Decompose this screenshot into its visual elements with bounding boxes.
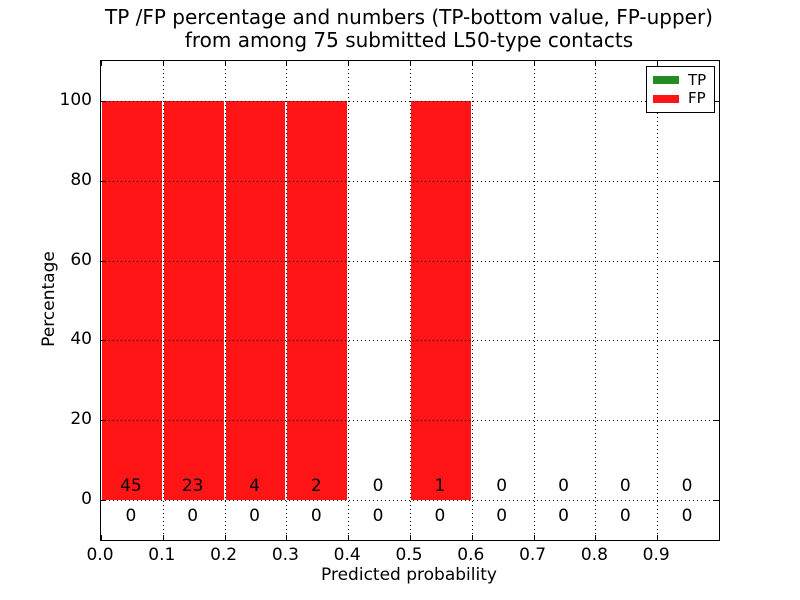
tp-count-label: 0 [496,506,508,527]
chart-title: TP /FP percentage and numbers (TP-bottom… [100,6,718,52]
legend-label-tp: TP [688,70,707,89]
x-gridline [657,61,659,540]
fp-bar [225,100,286,501]
x-tick-mark [410,535,411,540]
fp-count-label: 0 [372,476,384,497]
x-tick-mark [286,535,288,540]
y-tick-mark-right [714,180,719,182]
y-tick-mark [101,180,106,182]
x-tick-mark [657,535,659,540]
legend-label-fp: FP [688,89,706,108]
tp-count-label: 0 [372,506,384,527]
x-tick-mark [533,535,535,540]
x-tick-mark-top [286,61,288,66]
y-tick-label: 40 [70,329,92,350]
tp-count-label: 0 [434,506,446,527]
chart-title-line2: from among 75 submitted L50-type contact… [184,28,634,52]
fp-count-label: 2 [310,476,322,497]
x-axis-label: Predicted probability [321,565,497,585]
fp-count-label: 0 [558,476,569,497]
y-tick-mark-right [714,260,719,262]
tp-count-label: 0 [558,506,569,527]
tp-swatch-icon [653,76,679,85]
x-gridline [533,61,535,540]
x-gridline [162,61,164,540]
x-tick-mark [224,535,226,540]
tp-count-label: 0 [310,506,322,527]
x-tick-mark [471,535,473,540]
fp-count-label: 0 [496,476,508,497]
x-tick-label: 0.7 [519,545,547,565]
x-tick-label: 0.1 [148,545,176,565]
y-tick-label: 60 [70,249,92,270]
fp-count-label: 1 [434,476,446,497]
y-tick-mark [101,100,106,102]
y-tick-mark-right [714,100,719,102]
x-tick-mark [348,535,350,540]
y-tick-label: 0 [81,489,92,510]
tp-count-label: 0 [125,506,137,527]
x-tick-mark-top [101,61,102,66]
x-tick-label: 0.6 [457,545,485,565]
x-tick-mark-top [224,61,226,66]
x-tick-mark-top [533,61,535,66]
x-tick-mark-top [348,61,350,66]
y-tick-mark-right [714,500,719,502]
legend-item-tp: TP [653,70,708,89]
x-tick-label: 0.2 [210,545,238,565]
legend: TP FP [646,66,715,113]
fp-count-label: 45 [120,476,142,497]
x-gridline [348,61,350,540]
y-tick-label: 80 [70,169,92,190]
x-gridline [286,61,288,540]
y-tick-mark [101,500,106,502]
fp-count-label: 0 [619,476,631,497]
tp-count-label: 0 [249,506,260,527]
x-tick-label: 0.8 [580,545,608,565]
y-tick-label: 100 [59,89,92,110]
fp-bar [163,100,224,501]
legend-item-fp: FP [653,91,708,106]
x-tick-label: 0.0 [86,545,114,565]
fp-swatch-icon [653,94,679,103]
x-tick-label: 0.3 [271,545,299,565]
x-tick-mark-top [657,61,659,66]
x-tick-mark [101,535,102,540]
x-tick-mark-top [410,61,411,66]
tp-count-label: 0 [681,506,693,527]
y-tick-label: 20 [70,409,92,430]
fp-bar [102,100,162,501]
fp-bar [287,100,348,501]
fp-count-label: 23 [181,476,204,497]
x-tick-mark-top [162,61,164,66]
x-tick-label: 0.9 [642,545,670,565]
fp-count-label: 4 [249,476,260,497]
x-tick-mark [595,535,597,540]
chart-title-line1: TP /FP percentage and numbers (TP-bottom… [105,5,713,29]
x-gridline [471,61,473,540]
y-tick-mark-right [714,420,719,422]
fp-count-label: 0 [681,476,693,497]
y-tick-mark [101,340,106,342]
x-tick-mark-top [471,61,473,66]
plot-area [100,60,720,541]
tp-count-label: 0 [619,506,631,527]
x-tick-label: 0.5 [395,545,423,565]
x-tick-mark [162,535,164,540]
y-tick-mark [101,420,106,422]
tp-count-label: 0 [187,506,199,527]
fp-bar [411,100,471,501]
x-tick-mark-top [595,61,597,66]
x-gridline [410,61,411,540]
x-tick-label: 0.4 [333,545,361,565]
x-gridline [595,61,597,540]
y-tick-mark [101,260,106,262]
x-gridline [224,61,226,540]
y-tick-mark-right [714,340,719,342]
